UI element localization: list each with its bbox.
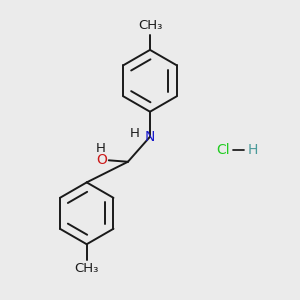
Text: Cl: Cl (216, 143, 230, 157)
Text: N: N (145, 130, 155, 144)
Text: CH₃: CH₃ (74, 262, 99, 275)
Text: H: H (96, 142, 106, 155)
Text: H: H (130, 127, 140, 140)
Text: H: H (247, 143, 257, 157)
Text: CH₃: CH₃ (138, 19, 162, 32)
Text: O: O (96, 153, 107, 167)
